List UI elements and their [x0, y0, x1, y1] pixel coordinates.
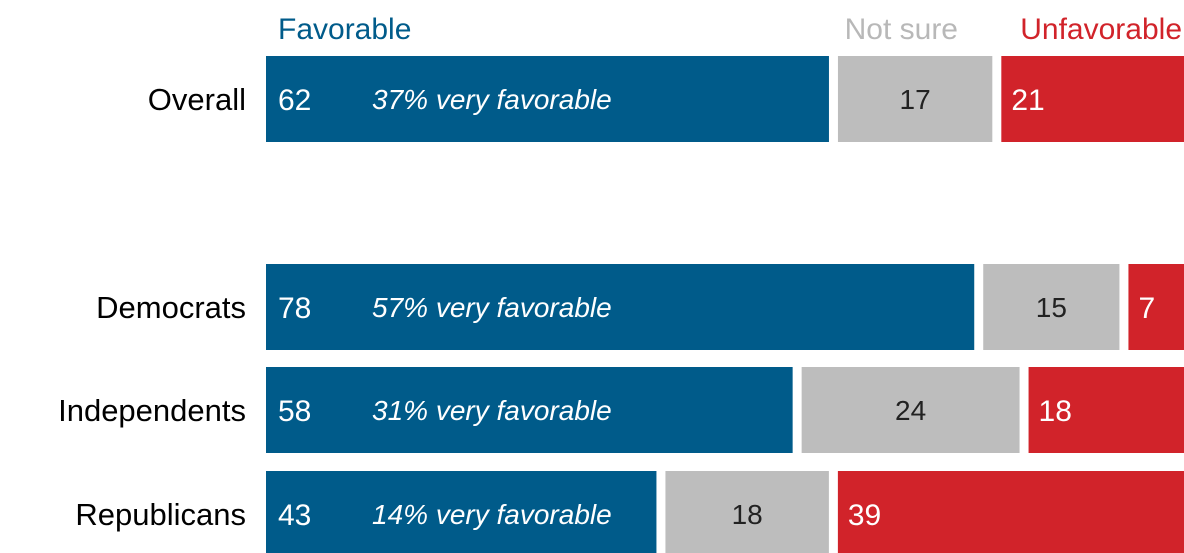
- value-favorable-overall: 62: [278, 84, 311, 117]
- note-very-favorable-democrats: 57% very favorable: [372, 292, 612, 323]
- row-label-democrats: Democrats: [96, 290, 246, 325]
- value-not-sure-republicans: 18: [732, 499, 763, 530]
- note-very-favorable-republicans: 14% very favorable: [372, 499, 612, 530]
- value-unfavorable-democrats: 7: [1138, 292, 1155, 325]
- row-label-independents: Independents: [58, 393, 246, 428]
- value-favorable-democrats: 78: [278, 292, 311, 325]
- row-label-republicans: Republicans: [75, 497, 246, 532]
- row-label-overall: Overall: [148, 82, 246, 117]
- value-not-sure-overall: 17: [900, 84, 931, 115]
- value-unfavorable-republicans: 39: [848, 499, 881, 532]
- bar-not-sure-republicans: [665, 471, 829, 553]
- legend-favorable: Favorable: [278, 13, 411, 46]
- value-unfavorable-independents: 18: [1039, 395, 1072, 428]
- bar-not-sure-overall: [837, 56, 993, 142]
- value-favorable-republicans: 43: [278, 499, 311, 532]
- legend-not-sure: Not sure: [845, 13, 958, 46]
- bar-not-sure-democrats: [983, 264, 1120, 350]
- legend-unfavorable: Unfavorable: [1020, 13, 1182, 46]
- bar-unfavorable-democrats: [1128, 264, 1184, 350]
- bar-favorable-democrats: [266, 264, 975, 350]
- value-not-sure-independents: 24: [895, 395, 926, 426]
- bar-unfavorable-overall: [1001, 56, 1184, 142]
- bar-not-sure-independents: [801, 367, 1020, 453]
- value-unfavorable-overall: 21: [1011, 84, 1044, 117]
- value-not-sure-democrats: 15: [1036, 292, 1067, 323]
- note-very-favorable-overall: 37% very favorable: [372, 84, 612, 115]
- bar-unfavorable-republicans: [837, 471, 1184, 553]
- bar-favorable-overall: [266, 56, 829, 142]
- bar-favorable-republicans: [266, 471, 657, 553]
- bar-favorable-independents: [266, 367, 793, 453]
- bar-unfavorable-independents: [1028, 367, 1184, 453]
- value-favorable-independents: 58: [278, 395, 311, 428]
- note-very-favorable-independents: 31% very favorable: [372, 395, 612, 426]
